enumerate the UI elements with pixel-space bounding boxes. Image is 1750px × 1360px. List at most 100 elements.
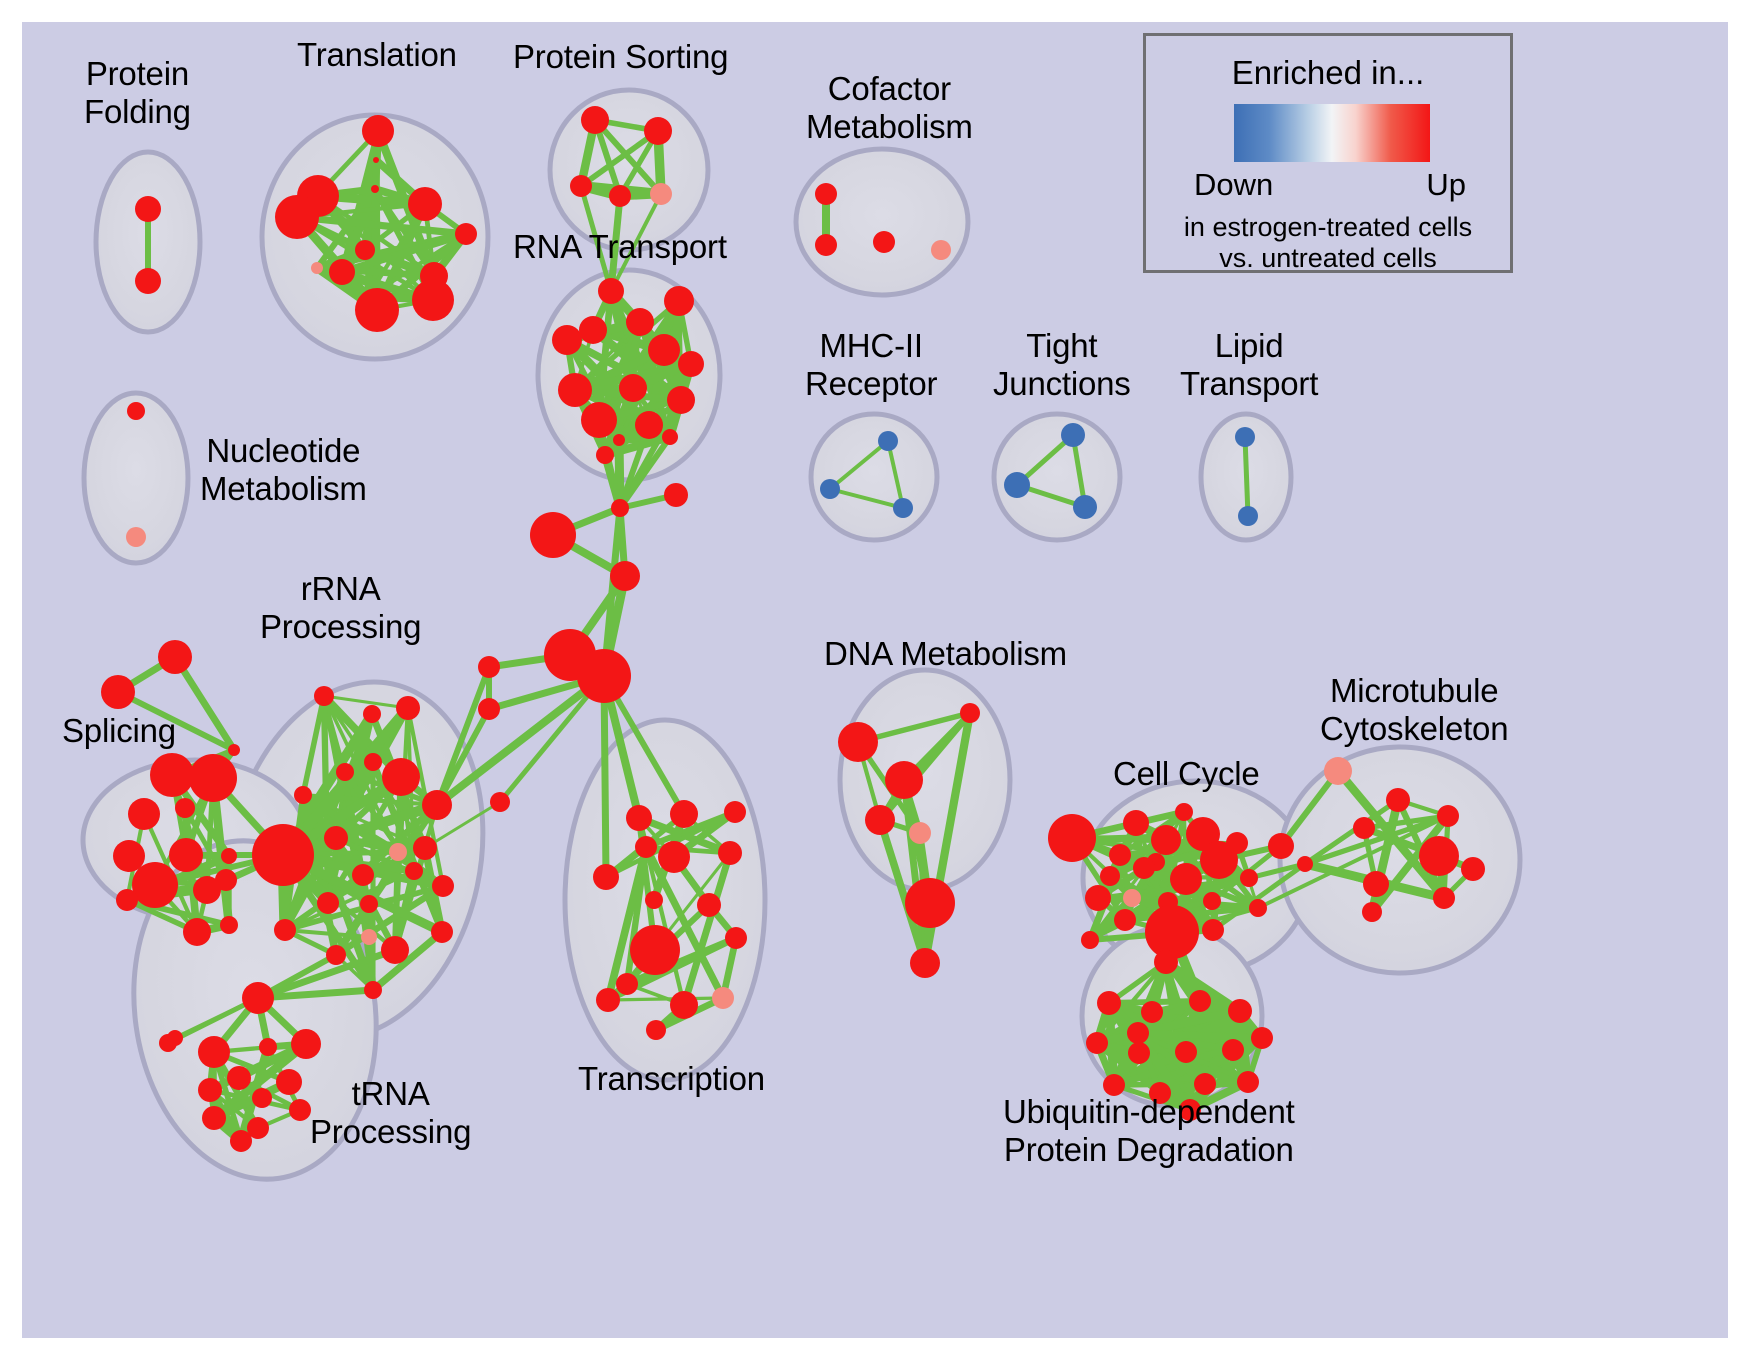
network-node — [413, 836, 437, 860]
network-node — [596, 446, 614, 464]
network-node — [1154, 950, 1178, 974]
network-edge — [607, 192, 624, 295]
network-node — [1004, 472, 1030, 498]
network-node — [1363, 871, 1389, 897]
network-edge — [299, 791, 377, 994]
network-node — [113, 840, 145, 872]
network-node — [101, 675, 135, 709]
network-node — [371, 185, 379, 193]
network-node — [1235, 427, 1255, 447]
network-node — [878, 431, 898, 451]
network-node — [252, 1088, 272, 1108]
network-node — [712, 987, 734, 1009]
network-node — [1151, 825, 1181, 855]
network-node — [644, 117, 672, 145]
network-node — [1149, 1082, 1171, 1104]
network-node — [910, 948, 940, 978]
legend-title: Enriched in... — [1231, 54, 1425, 91]
network-node — [275, 195, 319, 239]
network-node — [364, 753, 382, 771]
legend-subtitle-line2: vs. untreated cells — [1219, 243, 1437, 273]
network-node — [552, 325, 582, 355]
network-node — [227, 1066, 251, 1090]
network-node — [697, 893, 721, 917]
network-node — [202, 1106, 226, 1130]
network-edge — [606, 996, 725, 1002]
network-node — [838, 722, 878, 762]
network-node — [215, 869, 237, 891]
network-node — [363, 705, 381, 723]
network-node — [1202, 919, 1224, 941]
network-node — [329, 259, 355, 285]
network-node — [635, 836, 657, 858]
network-edge — [1302, 797, 1401, 867]
network-edge — [1134, 1029, 1266, 1042]
network-node — [1086, 1032, 1108, 1054]
network-node — [909, 822, 931, 844]
network-node — [274, 919, 296, 941]
network-edge — [617, 434, 673, 511]
legend-colorbar — [1234, 104, 1430, 162]
network-node — [581, 402, 617, 438]
network-node — [1128, 1042, 1150, 1064]
network-node — [127, 402, 145, 420]
network-edge — [643, 844, 687, 1008]
network-edge — [876, 709, 974, 824]
network-node — [1362, 902, 1382, 922]
network-node — [220, 916, 238, 934]
network-node — [247, 1117, 269, 1139]
network-node — [432, 875, 454, 897]
network-node — [230, 1130, 252, 1152]
network-edge — [601, 451, 624, 512]
network-node — [478, 656, 500, 678]
network-node — [1127, 1022, 1149, 1044]
network-node — [873, 231, 895, 253]
network-node — [725, 927, 747, 949]
network-node — [1100, 866, 1120, 886]
network-edge — [338, 230, 470, 276]
legend-subtitle-line1: in estrogen-treated cells — [1183, 212, 1473, 242]
network-edge — [578, 128, 661, 189]
network-node — [431, 921, 453, 943]
network-edge — [828, 439, 890, 491]
network-node — [126, 527, 146, 547]
network-edge — [365, 900, 377, 994]
network-node — [1114, 909, 1136, 931]
cluster-hull-nucleotide-metabolism — [81, 390, 191, 566]
network-node — [662, 429, 678, 445]
network-edge — [595, 287, 615, 424]
network-node — [1194, 1073, 1216, 1095]
network-node — [1461, 857, 1485, 881]
network-node — [609, 185, 631, 207]
network-node — [1251, 1027, 1273, 1049]
network-node — [1226, 832, 1248, 854]
network-node — [326, 945, 346, 965]
network-node — [294, 786, 312, 804]
network-node — [373, 157, 379, 163]
network-edge — [369, 928, 446, 994]
network-node — [1073, 495, 1097, 519]
network-node — [670, 800, 698, 828]
network-node — [596, 988, 620, 1012]
cluster-hull-protein-sorting — [547, 87, 711, 253]
network-edge — [1070, 432, 1088, 510]
network-node — [1353, 817, 1375, 839]
network-edge — [1086, 894, 1136, 944]
network-node — [228, 744, 240, 756]
network-edge — [254, 946, 399, 1002]
network-node — [314, 686, 334, 706]
network-node — [1085, 885, 1111, 911]
network-node — [352, 864, 374, 886]
network-node — [364, 981, 382, 999]
network-node — [1175, 1041, 1197, 1063]
network-node — [616, 973, 638, 995]
legend-low-label: Down — [1194, 167, 1274, 202]
network-node — [593, 864, 619, 890]
network-node — [291, 1029, 321, 1059]
network-node — [1189, 990, 1211, 1012]
network-node — [931, 240, 951, 260]
network-node — [408, 187, 442, 221]
network-node — [455, 223, 477, 245]
network-node — [570, 175, 592, 197]
